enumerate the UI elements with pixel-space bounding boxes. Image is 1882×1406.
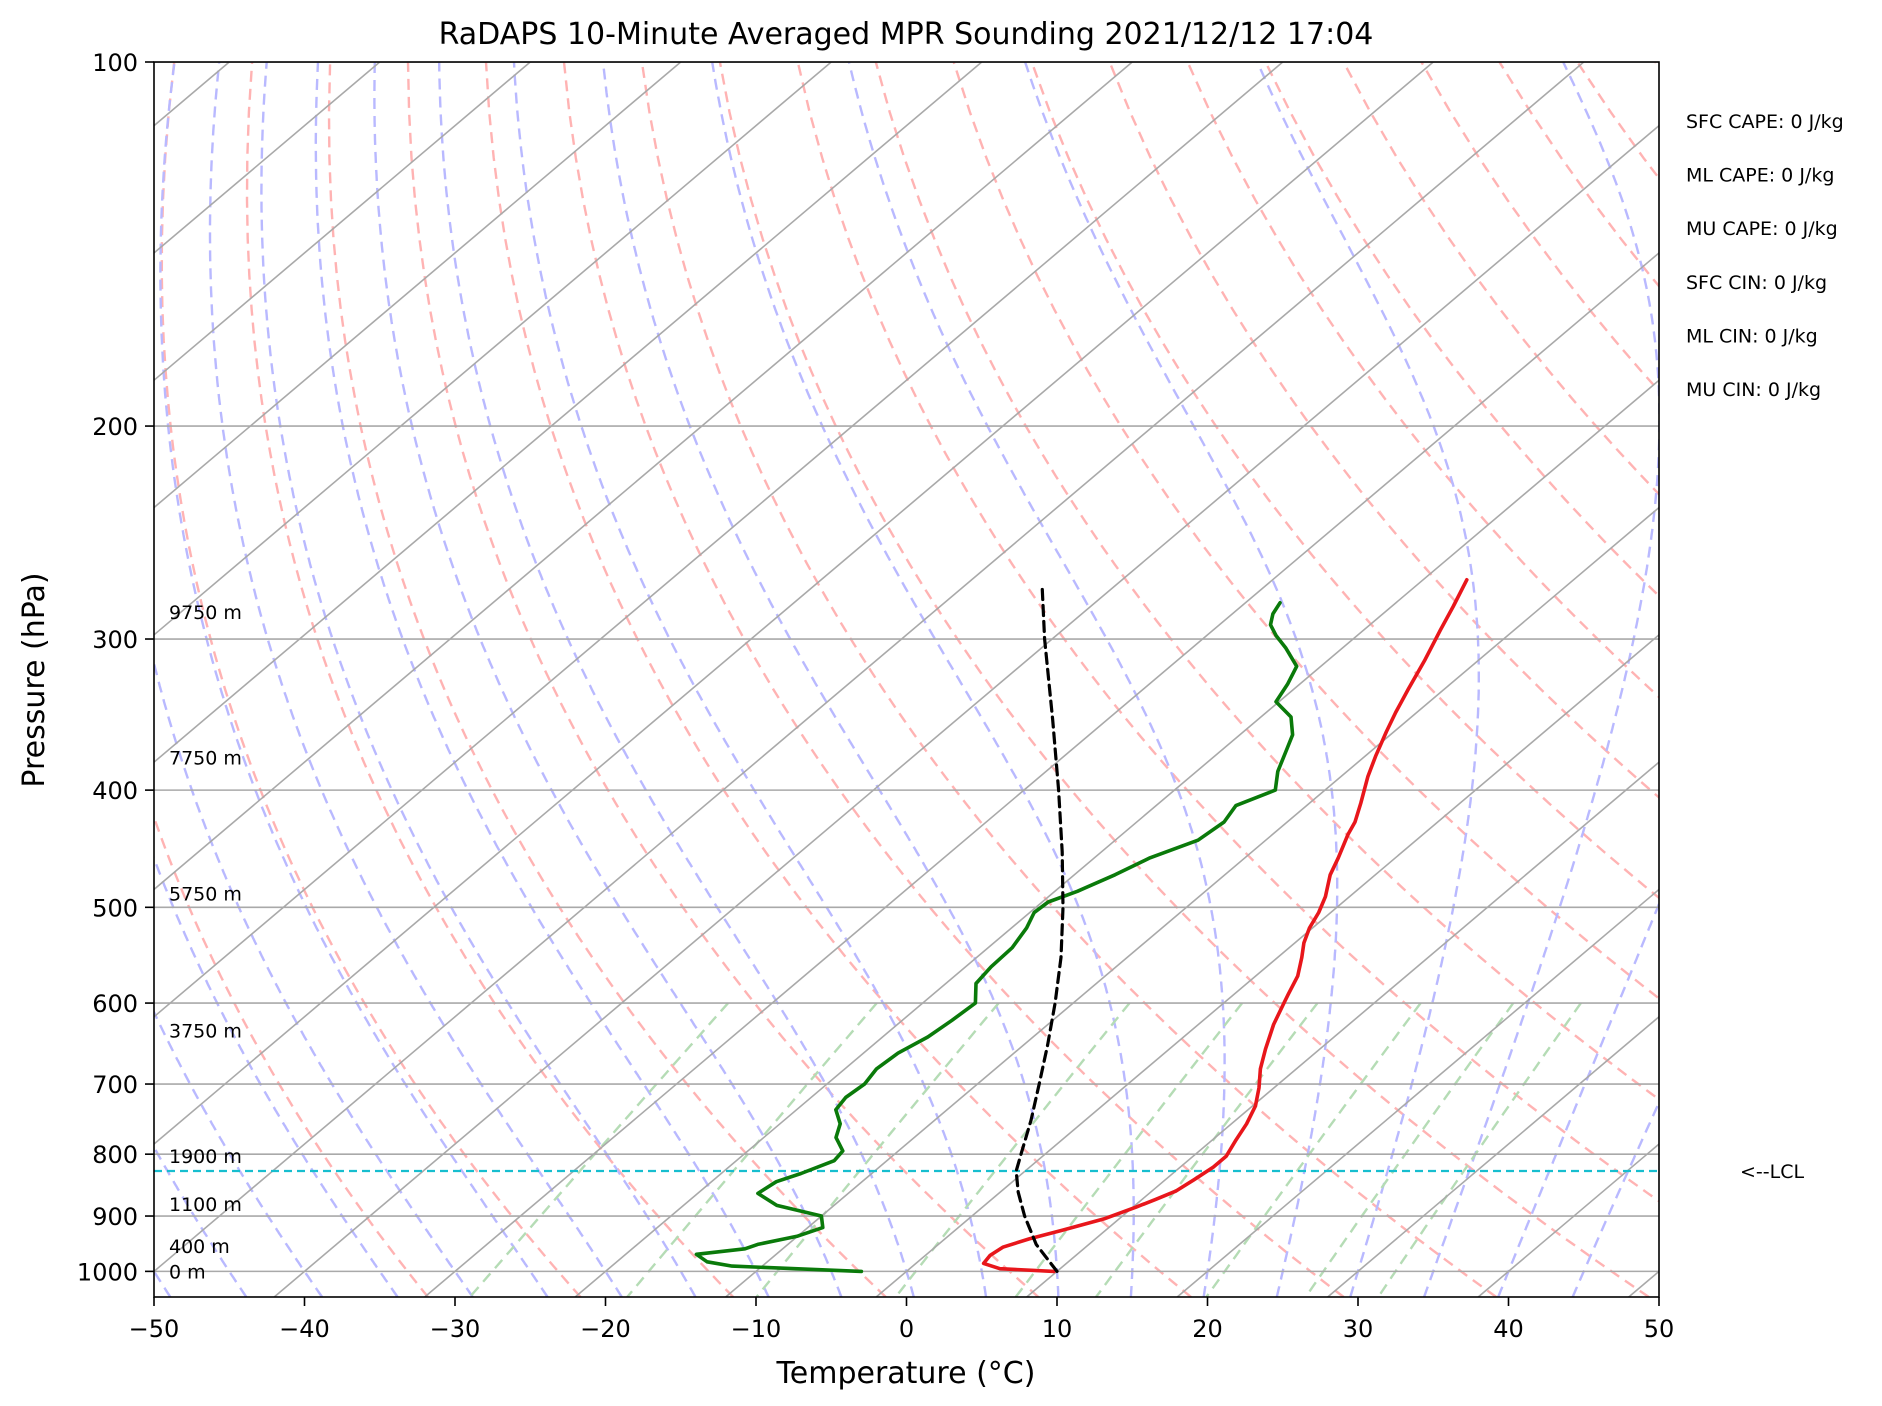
dry-adiabat-line [1108,62,1659,800]
isotherm-line [273,124,1659,1297]
height-labels: 0 m 400 m 1100 m 1900 m 3750 m 5750 m 7750 m 97… [169,602,242,1283]
isotherm-line [725,506,1659,1297]
isotherm-line [154,62,1585,1273]
stability-index-text: ML CIN: 0 J/kg [1686,325,1818,347]
moist-adiabat-line [154,854,399,1297]
dry-adiabat-line [245,62,735,1297]
x-tick-label: 0 [899,1315,914,1343]
mixing-ratio-line [626,1002,878,1297]
y-tick-label: 300 [92,626,138,654]
moist-adiabat-line [314,62,770,1297]
dewpoint-profile-line [694,601,1299,1274]
y-tick-label: 200 [92,413,138,441]
dry-adiabat-line [484,62,1192,1297]
x-tick-label: 50 [1644,1315,1675,1343]
moist-adiabat-line [208,62,623,1297]
y-axis-label: Pressure (hPa) [17,572,52,787]
isotherm-line [154,62,1284,1018]
x-tick-label: −20 [580,1315,631,1343]
isotherm-line [154,62,983,764]
stability-index-text: ML CAPE: 0 J/kg [1686,165,1834,187]
moist-adiabat-line [711,62,1135,1297]
y-tick-label: 1000 [77,1258,138,1286]
dry-adiabat-line [640,62,1497,1297]
dry-adiabat-line [160,62,582,1297]
x-tick-label: 40 [1493,1315,1524,1343]
mixing-ratio-line [468,1002,729,1297]
mixing-ratio-line [1377,1002,1582,1297]
height-label: 7750 m [169,748,242,770]
x-tick-label: −40 [279,1315,330,1343]
height-label: 1900 m [169,1146,242,1168]
y-tick-label: 400 [92,777,138,805]
mixing-ratio-line [894,1002,1131,1297]
isotherm-line [1176,888,1659,1297]
dry-adiabat-line [1186,62,1659,699]
moist-adiabat-line [260,62,697,1297]
dry-adiabats [154,62,1659,1297]
height-label: 5750 m [169,884,242,906]
x-axis-label: Temperature (°C) [776,1356,1036,1391]
moist-adiabat-line [1571,1099,1659,1297]
y-tick-label: 700 [92,1071,138,1099]
sounding-series [694,578,1469,1274]
isotherms [154,62,1659,1297]
dry-adiabat-line [154,814,429,1297]
lcl-label: <--LCL [1740,1161,1804,1183]
y-tick-label: 100 [92,49,138,77]
isotherm-line [424,251,1659,1297]
stability-index-text: MU CIN: 0 J/kg [1686,379,1821,401]
y-tick-label: 600 [92,990,138,1018]
parcel-profile-line [1014,586,1065,1273]
isobars [154,62,1659,1273]
moist-adiabat-line [1256,62,1480,1297]
dry-adiabat-line [796,62,1659,1203]
y-tick-label: 500 [92,894,138,922]
moist-adiabat-line [1497,900,1659,1297]
x-tick-label: 10 [1042,1315,1073,1343]
isotherm-line [154,62,1434,1146]
stability-index-text: SFC CIN: 0 J/kg [1686,272,1827,294]
stability-index-text: MU CAPE: 0 J/kg [1686,218,1838,240]
isotherm-line [154,62,832,636]
x-tick-label: 20 [1192,1315,1223,1343]
x-tick-label: −10 [731,1315,782,1343]
dry-adiabat-line [562,62,1345,1297]
plot-area [154,62,1659,1297]
dry-adiabat-line [874,62,1659,1101]
dry-adiabat-line [406,62,1040,1297]
height-label: 9750 m [169,602,242,624]
y-tick-label: 800 [92,1141,138,1169]
dry-adiabat-line [327,62,887,1297]
x-axis-ticks: −50 −40 −30 −20 −10 0 10 20 30 40 50 [129,1297,1675,1343]
mixing-ratio-line [1095,1002,1319,1297]
isotherm-line [574,379,1659,1297]
isotherm-line [875,633,1659,1297]
height-label: 3750 m [169,1020,242,1042]
x-tick-label: 30 [1343,1315,1374,1343]
mixing-ratio-line [1205,1002,1422,1297]
isotherm-line [154,62,531,382]
mixing-ratio-line [1014,1002,1244,1297]
stability-indices: SFC CAPE: 0 J/kg ML CAPE: 0 J/kg MU CAPE: … [1686,111,1844,401]
isotherm-line [1026,761,1659,1297]
stability-index-text: SFC CAPE: 0 J/kg [1686,111,1844,133]
moist-adiabat-line [601,62,1060,1297]
height-label: 1100 m [169,1194,242,1216]
x-tick-label: −30 [430,1315,481,1343]
chart-title: RaDAPS 10-Minute Averaged MPR Sounding 2… [439,17,1374,52]
isotherm-line [154,62,682,509]
y-axis-ticks: 100 200 300 400 500 600 700 800 900 1000 [77,49,154,1286]
moist-adiabat-line [1422,62,1659,1297]
dry-adiabat-line [952,62,1659,1000]
temperature-profile-line [981,578,1469,1274]
isotherm-line [154,62,1133,891]
x-tick-label: −50 [129,1315,180,1343]
isotherm-line [1327,1015,1659,1297]
height-label: 0 m [169,1261,206,1283]
moist-adiabat-line [438,62,915,1297]
height-label: 400 m [169,1236,230,1258]
y-tick-label: 900 [92,1203,138,1231]
